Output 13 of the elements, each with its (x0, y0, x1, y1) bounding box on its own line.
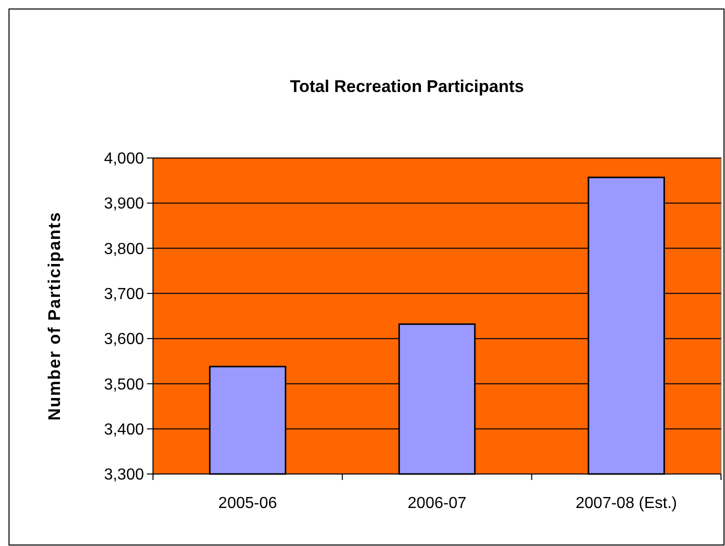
x-tick-label: 2005-06 (218, 495, 278, 512)
y-tick-label: 3,400 (104, 421, 144, 438)
y-tick-label: 3,500 (104, 376, 144, 394)
chart-title: Total Recreation Participants (290, 77, 524, 96)
x-tick-label: 2007-08 (Est.) (576, 495, 678, 512)
y-axis-title: Number of Participants (45, 211, 64, 421)
y-tick-label: 3,700 (104, 286, 144, 304)
y-tick-label: 3,900 (104, 196, 144, 213)
x-tick-label: 2006-07 (408, 495, 466, 512)
y-tick-label: 4,000 (104, 150, 144, 168)
y-tick-label: 3,300 (104, 466, 144, 484)
y-tick-label: 3,800 (104, 240, 144, 258)
y-tick-label: 3,600 (104, 331, 144, 348)
